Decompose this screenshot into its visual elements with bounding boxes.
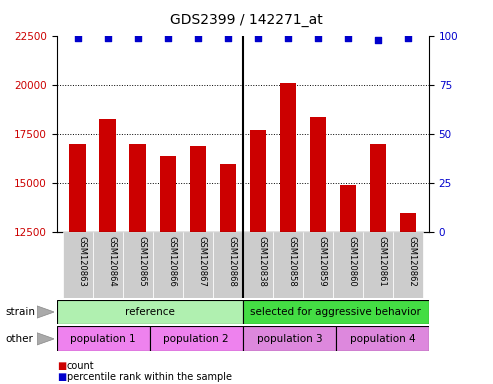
Bar: [303, 232, 333, 298]
Bar: [189, 146, 206, 384]
Bar: [150, 326, 243, 351]
Bar: [100, 119, 116, 384]
Point: [344, 35, 352, 41]
Text: population 2: population 2: [164, 334, 229, 344]
Text: GSM120867: GSM120867: [198, 236, 207, 286]
Bar: [333, 232, 363, 298]
Bar: [243, 326, 336, 351]
Bar: [160, 156, 176, 384]
Bar: [57, 326, 150, 351]
Text: percentile rank within the sample: percentile rank within the sample: [67, 372, 232, 382]
Bar: [310, 117, 326, 384]
Text: reference: reference: [125, 307, 175, 317]
Point: [404, 35, 412, 41]
Text: GSM120860: GSM120860: [348, 236, 357, 286]
Bar: [340, 185, 356, 384]
Bar: [219, 164, 236, 384]
Bar: [249, 131, 266, 384]
Point: [194, 35, 202, 41]
Bar: [370, 144, 386, 384]
Text: other: other: [5, 334, 33, 344]
Bar: [63, 232, 93, 298]
Polygon shape: [37, 306, 54, 318]
Text: GSM120859: GSM120859: [318, 236, 327, 286]
Text: population 1: population 1: [70, 334, 136, 344]
Text: ■: ■: [57, 361, 66, 371]
Point: [254, 35, 262, 41]
Bar: [393, 232, 423, 298]
Bar: [70, 144, 86, 384]
Text: strain: strain: [5, 307, 35, 317]
Point: [374, 37, 382, 43]
Text: population 4: population 4: [350, 334, 415, 344]
Point: [314, 35, 322, 41]
Bar: [183, 232, 213, 298]
Bar: [213, 232, 243, 298]
Bar: [363, 232, 393, 298]
Text: GSM120858: GSM120858: [288, 236, 297, 286]
Bar: [93, 232, 123, 298]
Point: [134, 35, 141, 41]
Bar: [243, 300, 429, 324]
Text: GSM120868: GSM120868: [228, 236, 237, 286]
Bar: [153, 232, 183, 298]
Bar: [400, 213, 416, 384]
Text: population 3: population 3: [256, 334, 322, 344]
Text: GSM120865: GSM120865: [138, 236, 147, 286]
Text: ■: ■: [57, 372, 66, 382]
Text: count: count: [67, 361, 94, 371]
Point: [104, 35, 112, 41]
Bar: [336, 326, 429, 351]
Text: GSM120861: GSM120861: [378, 236, 387, 286]
Bar: [57, 300, 243, 324]
Bar: [130, 144, 146, 384]
Text: GDS2399 / 142271_at: GDS2399 / 142271_at: [170, 13, 323, 27]
Text: GSM120866: GSM120866: [168, 236, 177, 286]
Point: [164, 35, 172, 41]
Text: GSM120838: GSM120838: [258, 236, 267, 286]
Point: [284, 35, 292, 41]
Text: selected for aggressive behavior: selected for aggressive behavior: [250, 307, 422, 317]
Text: GSM120863: GSM120863: [78, 236, 87, 286]
Text: GSM120864: GSM120864: [108, 236, 117, 286]
Polygon shape: [37, 333, 54, 345]
Bar: [273, 232, 303, 298]
Bar: [123, 232, 153, 298]
Text: GSM120862: GSM120862: [408, 236, 417, 286]
Bar: [243, 232, 273, 298]
Point: [224, 35, 232, 41]
Point: [74, 35, 82, 41]
Bar: [280, 83, 296, 384]
